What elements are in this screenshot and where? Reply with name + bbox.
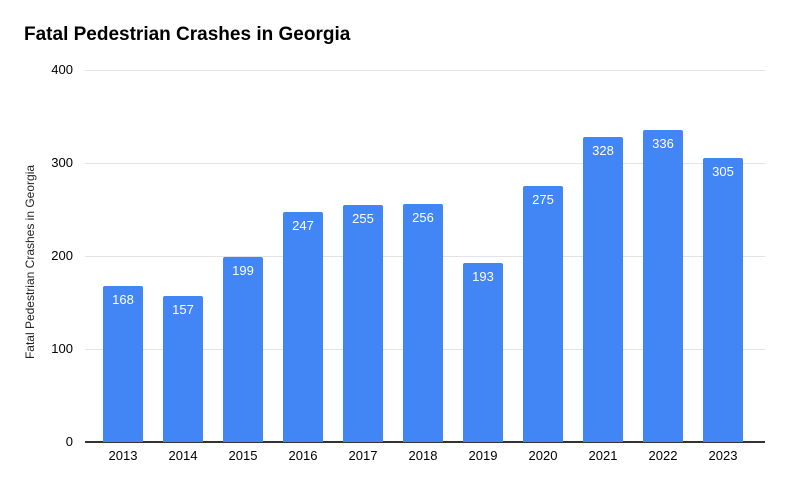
bar-value-label: 255: [352, 210, 374, 226]
x-tick-label: 2021: [588, 448, 618, 463]
bar-2021: 328: [583, 136, 623, 442]
x-tick-label: 2017: [348, 448, 378, 463]
bar-value-label: 275: [532, 192, 554, 208]
bar-2013: 168: [103, 285, 143, 442]
bar-2023: 305: [703, 158, 743, 442]
bar-value-label: 193: [472, 268, 494, 284]
bar-2020: 275: [523, 186, 563, 442]
x-axis-line: [85, 441, 765, 443]
bar-value-label: 247: [292, 218, 314, 234]
bar-2016: 247: [283, 212, 323, 442]
x-tick-label: 2013: [108, 448, 138, 463]
plot-area: 168 157 199 247 255 256 193 275 328 336 305: [85, 70, 765, 443]
x-tick-label: 2023: [708, 448, 738, 463]
x-tick-label: 2014: [168, 448, 198, 463]
x-tick-label: 2019: [468, 448, 498, 463]
x-tick-label: 2016: [288, 448, 318, 463]
bar-value-label: 168: [112, 291, 134, 307]
bar-2017: 255: [343, 204, 383, 442]
chart-title: Fatal Pedestrian Crashes in Georgia: [24, 24, 351, 45]
bar-value-label: 199: [232, 262, 254, 278]
bar-2015: 199: [223, 256, 263, 442]
gridline: [85, 70, 765, 71]
bar-2014: 157: [163, 296, 203, 442]
bar-value-label: 305: [712, 164, 734, 180]
bar-value-label: 328: [592, 142, 614, 158]
x-tick-label: 2018: [408, 448, 438, 463]
y-tick-label: 300: [51, 155, 73, 170]
bar-value-label: 157: [172, 302, 194, 317]
x-tick-label: 2020: [528, 448, 558, 463]
y-tick-label: 100: [51, 341, 73, 356]
x-tick-label: 2022: [648, 448, 678, 463]
gridline: [85, 163, 765, 164]
bar-2019: 193: [463, 262, 503, 442]
bar-2022: 336: [643, 129, 683, 442]
bar-value-label: 256: [412, 209, 434, 225]
y-tick-label: 200: [51, 248, 73, 263]
x-tick-label: 2015: [228, 448, 258, 463]
bar-value-label: 336: [652, 135, 674, 151]
y-tick-label: 400: [51, 62, 73, 77]
bar-2018: 256: [403, 203, 443, 442]
y-tick-label: 0: [65, 434, 73, 449]
